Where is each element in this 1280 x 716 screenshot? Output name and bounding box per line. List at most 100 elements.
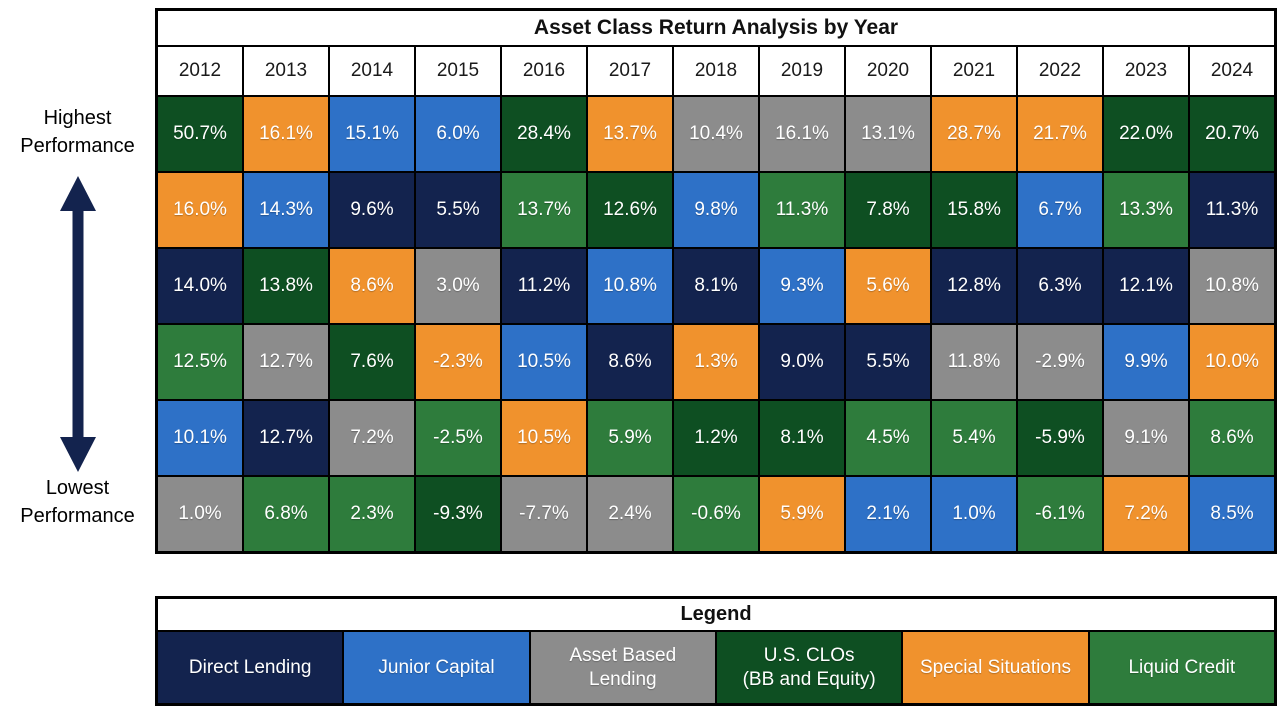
return-cell-2023-rank6: 7.2% [1104, 477, 1188, 551]
return-cell-2016-rank2: 13.7% [502, 173, 586, 247]
return-cell-2022-rank1: 21.7% [1018, 97, 1102, 171]
return-cell-2019-rank3: 9.3% [760, 249, 844, 323]
legend-item-jc: Junior Capital [344, 632, 529, 703]
legend-item-ss: Special Situations [903, 632, 1088, 703]
return-cell-2020-rank3: 5.6% [846, 249, 930, 323]
year-header-2020: 2020 [846, 47, 930, 95]
return-cell-2019-rank1: 16.1% [760, 97, 844, 171]
legend-title: Legend [158, 599, 1274, 630]
year-header-2024: 2024 [1190, 47, 1274, 95]
return-cell-2014-rank1: 15.1% [330, 97, 414, 171]
return-cell-2014-rank5: 7.2% [330, 401, 414, 475]
performance-axis: Highest Performance Lowest Performance [0, 8, 155, 548]
return-cell-2013-rank2: 14.3% [244, 173, 328, 247]
return-cell-2013-rank6: 6.8% [244, 477, 328, 551]
year-header-2021: 2021 [932, 47, 1016, 95]
return-cell-2015-rank5: -2.5% [416, 401, 500, 475]
return-cell-2014-rank2: 9.6% [330, 173, 414, 247]
return-cell-2014-rank4: 7.6% [330, 325, 414, 399]
return-cell-2012-rank3: 14.0% [158, 249, 242, 323]
legend-items: Direct Lending Junior Capital Asset Based … [158, 632, 1274, 703]
return-cell-2018-rank4: 1.3% [674, 325, 758, 399]
return-cell-2013-rank5: 12.7% [244, 401, 328, 475]
year-header-2016: 2016 [502, 47, 586, 95]
lowest-performance-label: Lowest Performance [20, 477, 135, 527]
return-cell-2019-rank5: 8.1% [760, 401, 844, 475]
return-cell-2015-rank6: -9.3% [416, 477, 500, 551]
return-cell-2024-rank3: 10.8% [1190, 249, 1274, 323]
return-cell-2024-rank4: 10.0% [1190, 325, 1274, 399]
legend-item-abl: Asset Based Lending [530, 632, 715, 703]
table-title: Asset Class Return Analysis by Year [158, 11, 1274, 45]
return-cell-2015-rank1: 6.0% [416, 97, 500, 171]
return-cell-2022-rank4: -2.9% [1018, 325, 1102, 399]
return-cell-2023-rank1: 22.0% [1104, 97, 1188, 171]
legend: Legend Direct Lending Junior Capital Asset… [155, 596, 1277, 706]
return-cell-2019-rank2: 11.3% [760, 173, 844, 247]
return-cell-2012-rank6: 1.0% [158, 477, 242, 551]
return-cell-2021-rank5: 5.4% [932, 401, 1016, 475]
return-cell-2016-rank4: 10.5% [502, 325, 586, 399]
return-cell-2017-rank1: 13.7% [588, 97, 672, 171]
return-cell-2018-rank5: 1.2% [674, 401, 758, 475]
return-cell-2015-rank2: 5.5% [416, 173, 500, 247]
legend-item-lc: Liquid Credit [1089, 632, 1274, 703]
return-cell-2012-rank1: 50.7% [158, 97, 242, 171]
return-cell-2020-rank4: 5.5% [846, 325, 930, 399]
return-cell-2017-rank4: 8.6% [588, 325, 672, 399]
returns-table: Asset Class Return Analysis by Year 2012… [155, 8, 1277, 554]
return-cell-2014-rank3: 8.6% [330, 249, 414, 323]
return-cell-2019-rank6: 5.9% [760, 477, 844, 551]
year-header-2012: 2012 [158, 47, 242, 95]
return-cell-2024-rank2: 11.3% [1190, 173, 1274, 247]
year-header-2017: 2017 [588, 47, 672, 95]
return-cell-2016-rank5: 10.5% [502, 401, 586, 475]
return-cell-2017-rank3: 10.8% [588, 249, 672, 323]
return-cell-2022-rank5: -5.9% [1018, 401, 1102, 475]
return-cell-2013-rank4: 12.7% [244, 325, 328, 399]
return-cell-2015-rank4: -2.3% [416, 325, 500, 399]
return-cell-2021-rank3: 12.8% [932, 249, 1016, 323]
returns-grid: 2012 2013 2014 2015 2016 2017 2018 2019 2020 2021… [158, 47, 1274, 551]
return-cell-2018-rank6: -0.6% [674, 477, 758, 551]
return-cell-2024-rank1: 20.7% [1190, 97, 1274, 171]
return-cell-2018-rank3: 8.1% [674, 249, 758, 323]
return-cell-2012-rank4: 12.5% [158, 325, 242, 399]
return-cell-2016-rank6: -7.7% [502, 477, 586, 551]
return-cell-2021-rank2: 15.8% [932, 173, 1016, 247]
return-cell-2012-rank2: 16.0% [158, 173, 242, 247]
year-header-2018: 2018 [674, 47, 758, 95]
return-cell-2021-rank4: 11.8% [932, 325, 1016, 399]
return-cell-2018-rank2: 9.8% [674, 173, 758, 247]
return-cell-2023-rank2: 13.3% [1104, 173, 1188, 247]
year-header-2015: 2015 [416, 47, 500, 95]
return-cell-2024-rank5: 8.6% [1190, 401, 1274, 475]
return-cell-2023-rank3: 12.1% [1104, 249, 1188, 323]
return-cell-2017-rank6: 2.4% [588, 477, 672, 551]
return-cell-2016-rank3: 11.2% [502, 249, 586, 323]
return-cell-2023-rank5: 9.1% [1104, 401, 1188, 475]
return-cell-2022-rank3: 6.3% [1018, 249, 1102, 323]
return-cell-2012-rank5: 10.1% [158, 401, 242, 475]
year-header-2022: 2022 [1018, 47, 1102, 95]
return-cell-2021-rank6: 1.0% [932, 477, 1016, 551]
legend-item-clo: U.S. CLOs (BB and Equity) [716, 632, 902, 703]
return-cell-2013-rank1: 16.1% [244, 97, 328, 171]
return-cell-2020-rank5: 4.5% [846, 401, 930, 475]
year-header-2013: 2013 [244, 47, 328, 95]
return-cell-2013-rank3: 13.8% [244, 249, 328, 323]
return-cell-2021-rank1: 28.7% [932, 97, 1016, 171]
highest-performance-label: Highest Performance [20, 107, 135, 157]
performance-arrow-icon [59, 176, 96, 472]
return-cell-2015-rank3: 3.0% [416, 249, 500, 323]
return-cell-2020-rank1: 13.1% [846, 97, 930, 171]
return-cell-2020-rank6: 2.1% [846, 477, 930, 551]
return-cell-2020-rank2: 7.8% [846, 173, 930, 247]
return-cell-2022-rank2: 6.7% [1018, 173, 1102, 247]
return-cell-2023-rank4: 9.9% [1104, 325, 1188, 399]
return-cell-2017-rank5: 5.9% [588, 401, 672, 475]
return-cell-2024-rank6: 8.5% [1190, 477, 1274, 551]
return-cell-2014-rank6: 2.3% [330, 477, 414, 551]
return-cell-2016-rank1: 28.4% [502, 97, 586, 171]
return-cell-2019-rank4: 9.0% [760, 325, 844, 399]
